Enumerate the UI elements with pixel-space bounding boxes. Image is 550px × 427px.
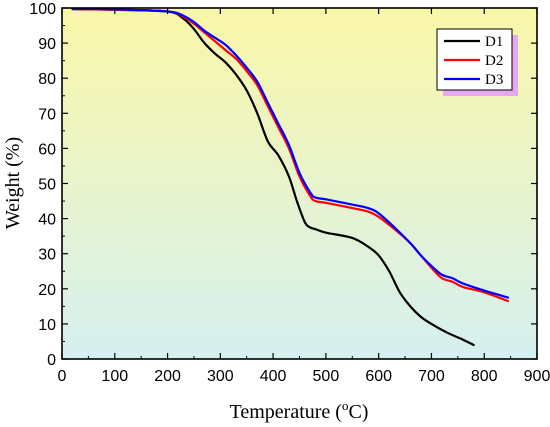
legend-items: D1 D2 D3: [444, 34, 503, 88]
x-tick-label: 600: [365, 368, 392, 385]
y-tick-label: 60: [38, 141, 56, 158]
legend-label-d1: D1: [485, 34, 503, 50]
series-layer: [71, 8, 510, 347]
y-tick-label: 30: [38, 247, 56, 264]
y-tick-label: 10: [38, 317, 56, 334]
x-tick-label: 0: [58, 368, 67, 385]
x-axis-title-degree: o: [342, 398, 349, 413]
y-tick-label: 40: [38, 212, 56, 229]
x-axis-title-unit: C): [348, 401, 368, 423]
x-tick-label: 800: [471, 368, 498, 385]
x-axis-ticks: 0 100 200 300 400 500 600 700 800 900: [58, 8, 550, 385]
x-tick-label: 700: [418, 368, 445, 385]
y-tick-label: 90: [38, 36, 56, 53]
x-axis-title-main: Temperature (: [230, 401, 343, 423]
y-tick-label: 0: [47, 352, 56, 369]
y-axis-title: Weight (%): [2, 137, 24, 229]
series-line-d2: [71, 8, 510, 303]
y-tick-label: 50: [38, 177, 56, 194]
x-tick-label: 200: [154, 368, 181, 385]
legend: D1 D2 D3: [436, 28, 518, 96]
x-tick-label: 300: [207, 368, 234, 385]
y-tick-label: 70: [38, 106, 56, 123]
legend-label-d3: D3: [485, 72, 503, 88]
x-tick-label: 400: [260, 368, 287, 385]
x-tick-label: 500: [313, 368, 340, 385]
y-tick-label: 20: [38, 282, 56, 299]
series-line-d1: [71, 8, 475, 347]
y-tick-label: 80: [38, 71, 56, 88]
legend-label-d2: D2: [485, 53, 503, 69]
series-line-d3: [71, 8, 510, 299]
x-tick-label: 900: [524, 368, 550, 385]
y-tick-label: 100: [29, 1, 56, 18]
x-tick-label: 100: [101, 368, 128, 385]
y-axis-ticks: 0 10 20 30 40 50 60 70 80 90 100: [29, 1, 537, 369]
x-axis-title: Temperature (oC): [230, 398, 369, 423]
